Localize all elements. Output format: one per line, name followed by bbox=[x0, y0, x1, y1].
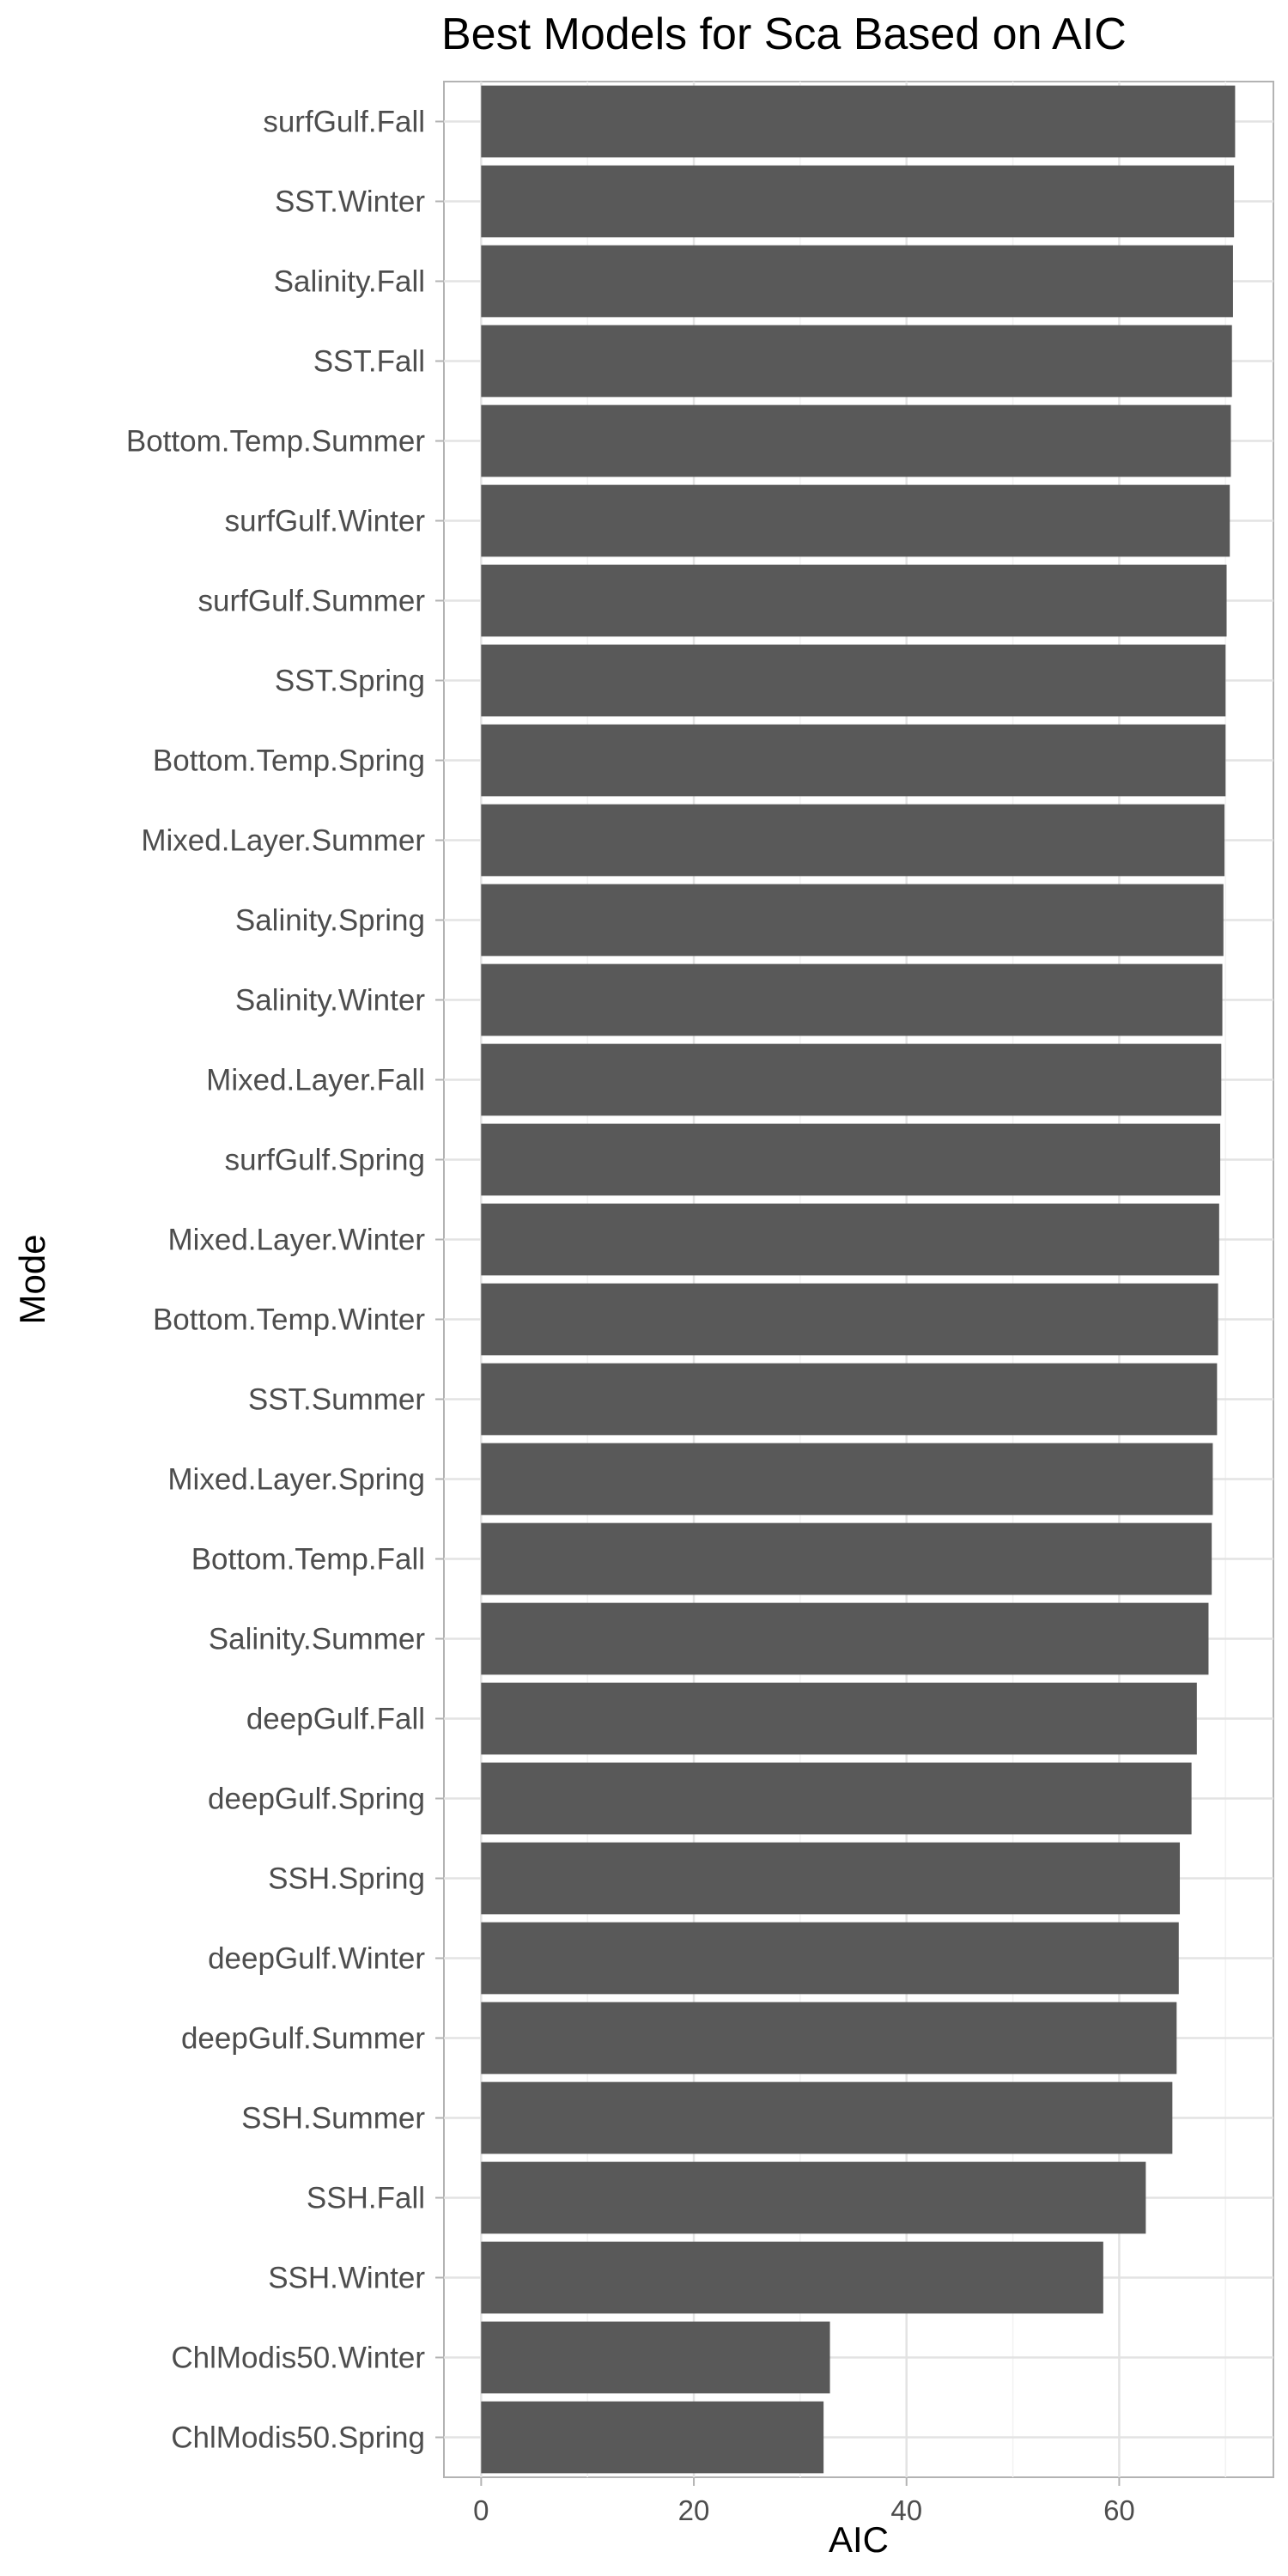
y-tick-label: SST.Fall bbox=[313, 345, 425, 379]
y-tick-label: surfGulf.Spring bbox=[225, 1144, 425, 1177]
y-tick-label: SST.Winter bbox=[275, 185, 425, 219]
y-tick-label: Salinity.Summer bbox=[209, 1623, 426, 1656]
bar bbox=[481, 484, 1230, 557]
bar bbox=[481, 1283, 1218, 1356]
bar bbox=[481, 2002, 1177, 2075]
y-tick-label: deepGulf.Summer bbox=[181, 2022, 425, 2056]
y-tick-label: SST.Spring bbox=[275, 665, 425, 698]
y-tick-label: ChlModis50.Winter bbox=[171, 2342, 425, 2375]
bar bbox=[481, 325, 1232, 398]
x-tick-label: 20 bbox=[678, 2494, 710, 2526]
y-tick-label: Bottom.Temp.Winter bbox=[153, 1303, 425, 1337]
bar bbox=[481, 245, 1233, 318]
y-tick-label: SSH.Fall bbox=[307, 2182, 425, 2215]
bar bbox=[481, 2241, 1103, 2314]
bar bbox=[481, 1443, 1213, 1516]
bar bbox=[481, 404, 1231, 477]
y-tick-label: Salinity.Fall bbox=[274, 265, 425, 299]
y-tick-label: deepGulf.Winter bbox=[208, 1942, 425, 1976]
y-tick-label: Bottom.Temp.Fall bbox=[191, 1543, 425, 1577]
plot-panel bbox=[443, 81, 1274, 2478]
y-tick-label: SSH.Spring bbox=[268, 1862, 425, 1896]
x-tick-label: 0 bbox=[473, 2494, 489, 2526]
bar bbox=[481, 2081, 1173, 2154]
bar bbox=[481, 1522, 1212, 1595]
y-tick-label: SST.Summer bbox=[248, 1383, 425, 1417]
y-tick-labels: surfGulf.Fall SST.Winter Salinity.Fall SST.… bbox=[126, 106, 444, 2455]
y-tick-label: Bottom.Temp.Summer bbox=[126, 425, 425, 459]
y-tick-label: Mixed.Layer.Fall bbox=[206, 1064, 425, 1097]
x-tick-label: 40 bbox=[890, 2494, 922, 2526]
bar bbox=[481, 1123, 1221, 1196]
bar bbox=[481, 1363, 1218, 1436]
bar bbox=[481, 1602, 1209, 1675]
bar bbox=[481, 1203, 1219, 1276]
x-axis-title: AIC bbox=[829, 2519, 889, 2560]
bar bbox=[481, 85, 1236, 158]
y-tick-label: surfGulf.Winter bbox=[225, 505, 426, 538]
bar bbox=[481, 2321, 830, 2394]
bar bbox=[481, 963, 1223, 1036]
bar bbox=[481, 165, 1235, 238]
y-tick-label: surfGulf.Fall bbox=[263, 106, 425, 139]
bar bbox=[481, 1762, 1192, 1835]
bar bbox=[481, 2401, 824, 2474]
bar bbox=[481, 1922, 1179, 1995]
bar bbox=[481, 1043, 1222, 1116]
bar bbox=[481, 1842, 1181, 1915]
y-axis-title: Mode bbox=[12, 1234, 52, 1324]
y-tick-label: surfGulf.Summer bbox=[198, 585, 426, 618]
bar bbox=[481, 804, 1225, 877]
y-tick-label: SSH.Summer bbox=[241, 2102, 425, 2136]
y-tick-label: deepGulf.Fall bbox=[246, 1703, 425, 1736]
y-tick-label: Salinity.Winter bbox=[235, 984, 425, 1018]
y-tick-label: ChlModis50.Spring bbox=[171, 2421, 425, 2455]
chart-title: Best Models for Sca Based on AIC bbox=[441, 9, 1127, 59]
bar bbox=[481, 644, 1226, 717]
bar bbox=[481, 724, 1226, 797]
bar bbox=[481, 1682, 1197, 1755]
bar bbox=[481, 2161, 1146, 2234]
x-tick-labels: 0 20 40 60 bbox=[473, 2494, 1135, 2526]
y-tick-label: deepGulf.Spring bbox=[208, 1783, 425, 1816]
y-tick-label: Salinity.Spring bbox=[235, 904, 425, 938]
y-tick-label: Mixed.Layer.Spring bbox=[167, 1463, 425, 1497]
y-tick-label: SSH.Winter bbox=[268, 2262, 425, 2295]
bar bbox=[481, 884, 1224, 957]
bars-layer bbox=[481, 85, 1236, 2474]
bar bbox=[481, 564, 1227, 637]
y-tick-label: Mixed.Layer.Summer bbox=[141, 824, 425, 858]
y-tick-label: Bottom.Temp.Spring bbox=[153, 744, 425, 778]
x-tick-label: 60 bbox=[1103, 2494, 1135, 2526]
y-tick-label: Mixed.Layer.Winter bbox=[167, 1224, 425, 1257]
